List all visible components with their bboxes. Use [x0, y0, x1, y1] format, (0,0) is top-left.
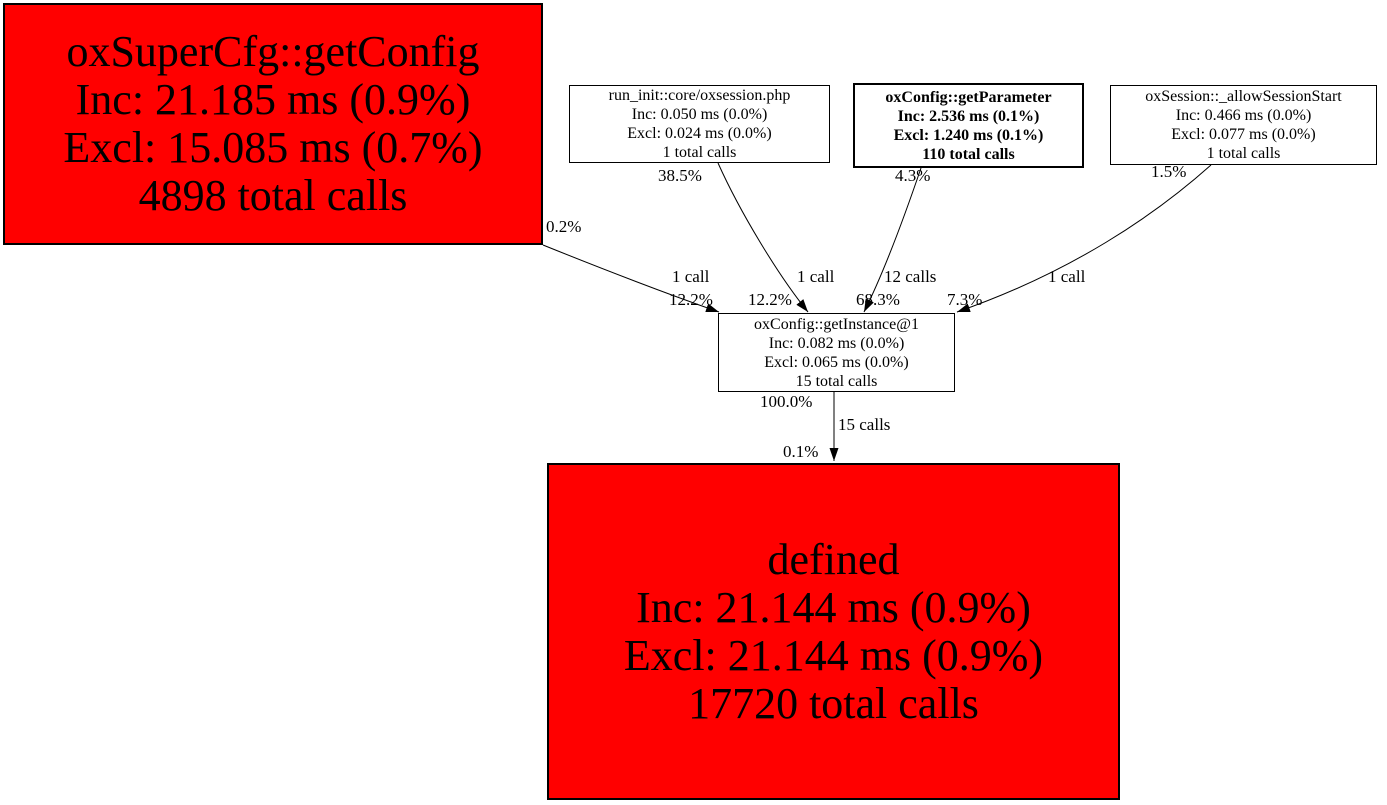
- node-inclusive-time: Inc: 0.466 ms (0.0%): [1175, 107, 1312, 124]
- node-exclusive-time: Excl: 0.077 ms (0.0%): [1171, 126, 1316, 143]
- node-oxconfig-getinstance: oxConfig::getInstance@1 Inc: 0.082 ms (0…: [718, 313, 955, 392]
- node-inclusive-time: Inc: 21.185 ms (0.9%): [75, 75, 471, 124]
- edge-tail-percent: 100.0%: [760, 392, 813, 411]
- edge-tail-percent: 1.5%: [1151, 162, 1187, 181]
- edge-head-percent: 12.2%: [748, 290, 792, 309]
- node-oxconfig-getparameter: oxConfig::getParameter Inc: 2.536 ms (0.…: [853, 83, 1084, 168]
- node-total-calls: 1 total calls: [1206, 145, 1281, 162]
- node-exclusive-time: Excl: 21.144 ms (0.9%): [623, 630, 1044, 680]
- node-inclusive-time: Inc: 21.144 ms (0.9%): [636, 582, 1031, 632]
- node-title: oxSession::_allowSessionStart: [1145, 88, 1342, 105]
- node-inclusive-time: Inc: 2.536 ms (0.1%): [897, 107, 1040, 125]
- node-inclusive-time: Inc: 0.082 ms (0.0%): [768, 334, 905, 352]
- node-total-calls: 4898 total calls: [138, 171, 408, 220]
- node-total-calls: 15 total calls: [795, 372, 878, 390]
- node-oxsupercfg-getconfig: oxSuperCfg::getConfig Inc: 21.185 ms (0.…: [3, 3, 543, 245]
- edge-call-count: 1 call: [672, 267, 710, 286]
- edge-call-count: 1 call: [1048, 267, 1086, 286]
- node-total-calls: 110 total calls: [922, 145, 1015, 163]
- edge-runinit-to-getinstance: [717, 162, 809, 313]
- edge-getparameter-to-getinstance: [863, 167, 922, 313]
- edge-head-percent: 0.1%: [783, 442, 819, 461]
- node-title: oxSuperCfg::getConfig: [66, 27, 480, 76]
- node-exclusive-time: Excl: 0.065 ms (0.0%): [764, 353, 909, 371]
- node-total-calls: 1 total calls: [662, 144, 737, 161]
- node-inclusive-time: Inc: 0.050 ms (0.0%): [631, 106, 768, 123]
- edge-head-percent: 12.2%: [669, 290, 713, 309]
- edge-getconfig-to-getinstance: [542, 244, 720, 313]
- edge-tail-percent: 4.3%: [895, 166, 931, 185]
- node-exclusive-time: Excl: 0.024 ms (0.0%): [627, 125, 772, 142]
- node-title: oxConfig::getParameter: [885, 88, 1052, 106]
- edge-call-count: 12 calls: [884, 267, 937, 286]
- edge-allowsessionstart-to-getinstance: [956, 164, 1212, 313]
- node-oxsession-allowsessionstart: oxSession::_allowSessionStart Inc: 0.466…: [1110, 85, 1377, 165]
- node-title: run_init::core/oxsession.php: [608, 87, 791, 104]
- node-title: defined: [767, 534, 900, 584]
- node-total-calls: 17720 total calls: [688, 678, 979, 728]
- node-runinit-oxsession: run_init::core/oxsession.php Inc: 0.050 …: [569, 85, 830, 163]
- node-exclusive-time: Excl: 15.085 ms (0.7%): [63, 123, 483, 172]
- edge-tail-percent: 0.2%: [546, 217, 582, 236]
- edge-tail-percent: 38.5%: [658, 166, 702, 185]
- edge-call-count: 15 calls: [838, 415, 891, 434]
- node-defined: defined Inc: 21.144 ms (0.9%) Excl: 21.1…: [547, 463, 1120, 800]
- node-exclusive-time: Excl: 1.240 ms (0.1%): [893, 126, 1044, 144]
- node-title: oxConfig::getInstance@1: [754, 315, 919, 333]
- edge-call-count: 1 call: [797, 267, 835, 286]
- edge-head-percent: 7.3%: [947, 290, 983, 309]
